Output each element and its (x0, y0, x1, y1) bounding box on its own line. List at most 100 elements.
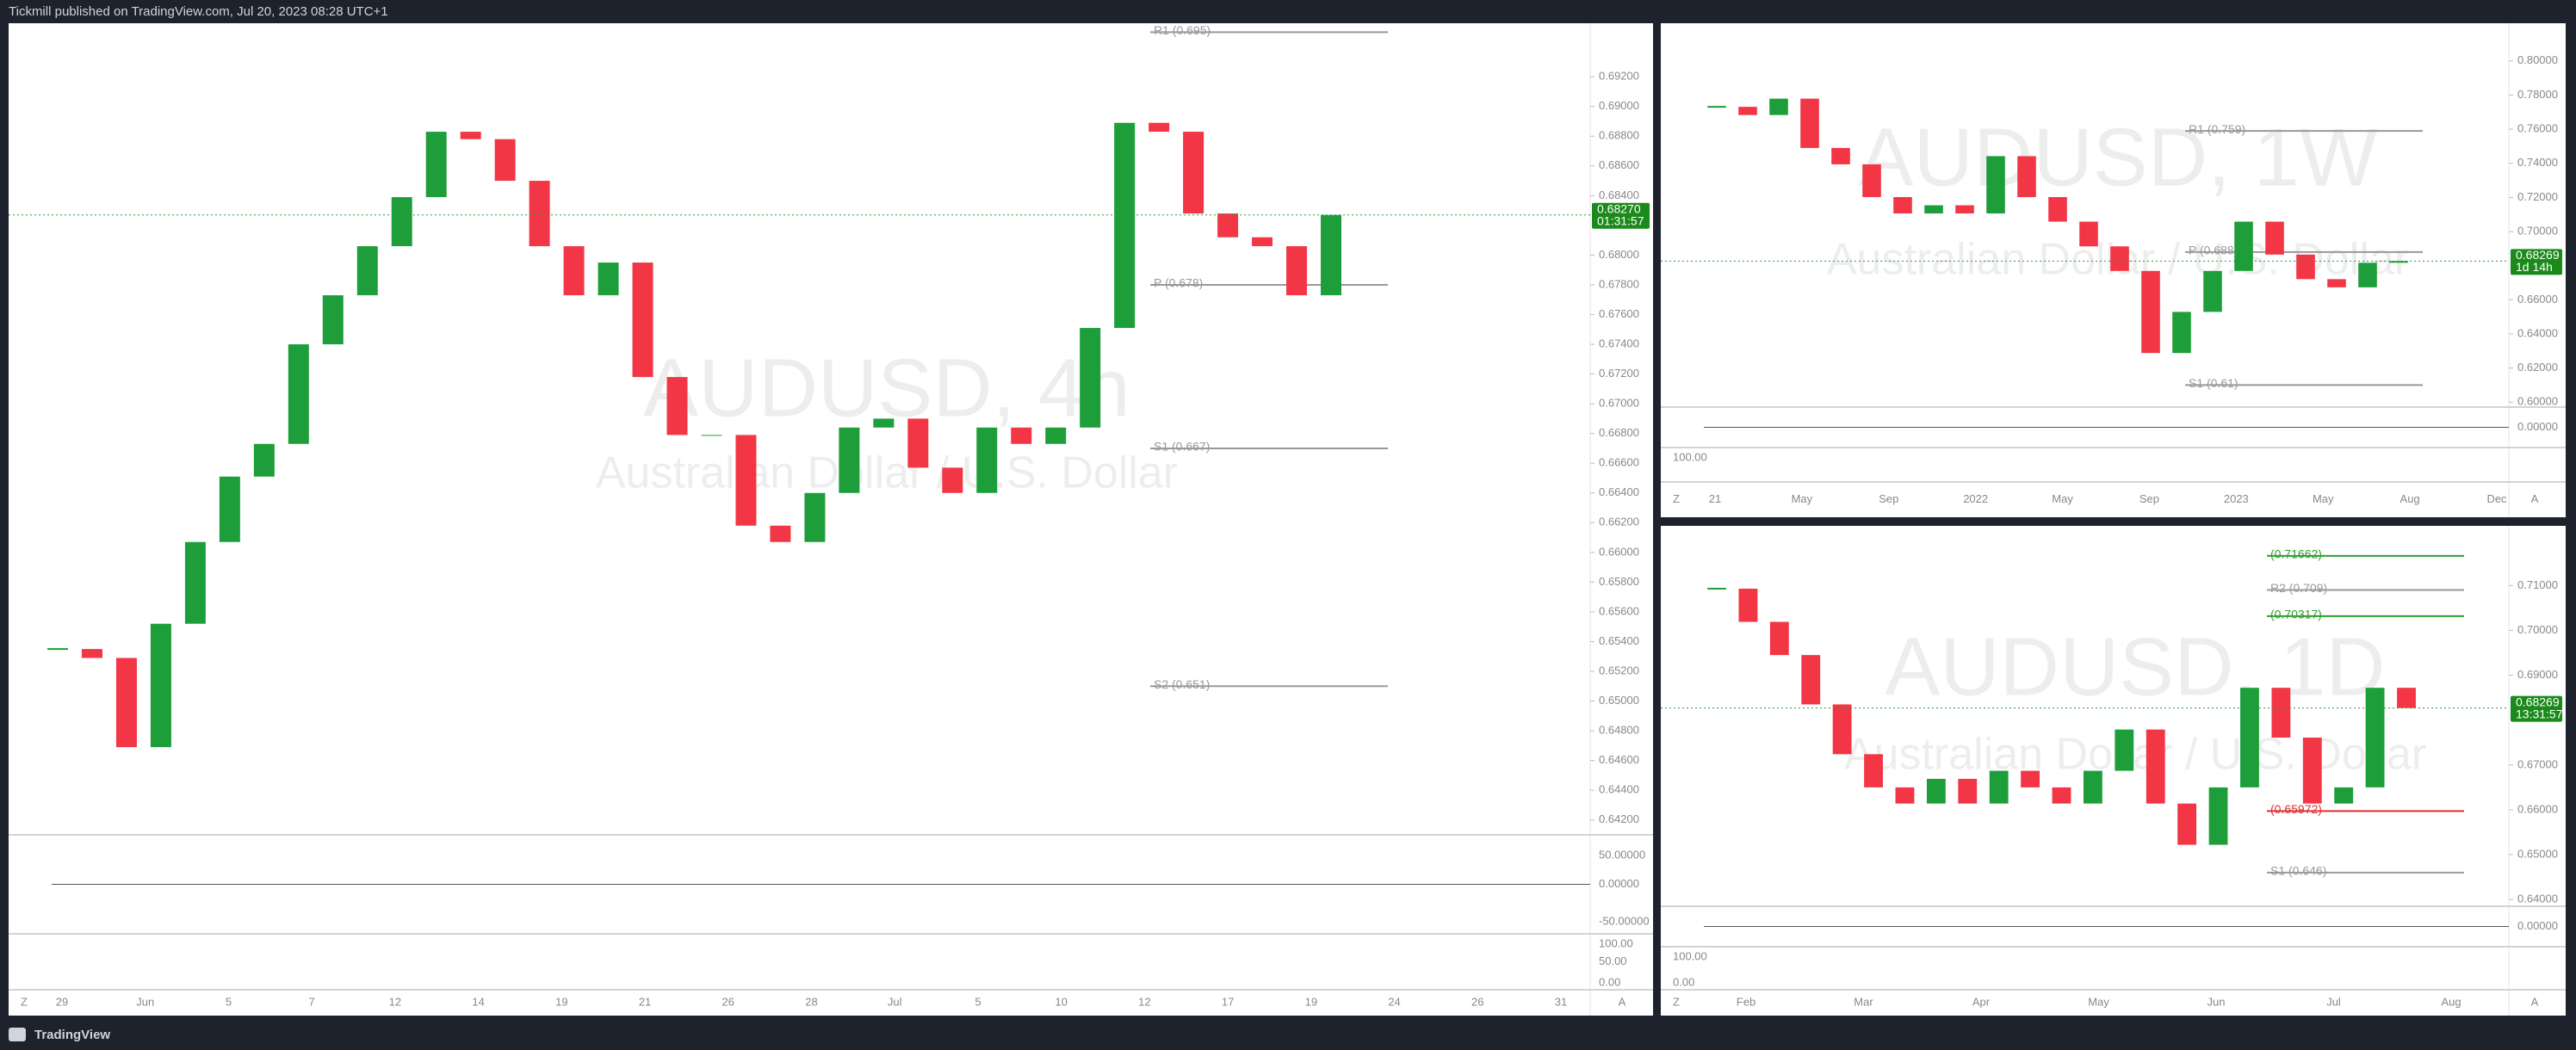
x-tick-label: Jul (2326, 995, 2341, 1008)
candle (942, 467, 963, 493)
candle (804, 492, 826, 542)
candle (356, 246, 378, 296)
candle (460, 132, 481, 139)
y-tick-label: 0.69200 (1599, 70, 1639, 83)
candle (735, 435, 757, 526)
z-button[interactable]: Z (1673, 492, 1680, 505)
candle (1707, 106, 1726, 108)
candle (115, 658, 137, 748)
candle (1114, 122, 1136, 329)
x-tick-label: Sep (2139, 492, 2159, 505)
candle (632, 262, 653, 378)
candle (839, 427, 860, 493)
candle (2208, 787, 2228, 845)
candle (1217, 213, 1239, 238)
candle (1955, 205, 1974, 214)
x-tick-label: 19 (555, 995, 567, 1008)
y-tick-label: 0.65600 (1599, 604, 1639, 617)
y-tick-label: 0.64000 (2517, 892, 2558, 905)
pivot-label: (0.70317) (2270, 608, 2322, 621)
indicator-label: 0.00000 (2517, 420, 2558, 433)
candle (529, 181, 550, 247)
y-tick-label: 0.64800 (1599, 724, 1639, 737)
a-button[interactable]: A (2531, 995, 2539, 1008)
candle (2021, 770, 2040, 788)
candle (2334, 787, 2354, 804)
candle (2017, 156, 2036, 197)
indicator-label: 0.00000 (1599, 877, 1639, 890)
indicator-label: 0.00 (1673, 975, 1694, 988)
y-tick-label: 0.74000 (2517, 156, 2558, 169)
x-tick-label: Feb (1737, 995, 1756, 1008)
y-tick-label: 0.80000 (2517, 53, 2558, 66)
chart-panel (1661, 526, 2566, 1016)
y-tick-label: 0.68000 (1599, 248, 1639, 261)
y-tick-label: 0.68600 (1599, 158, 1639, 171)
candle (184, 541, 206, 624)
pivot-label: (0.65972) (2270, 802, 2322, 816)
candle (1801, 655, 1821, 705)
candle (1831, 147, 1850, 164)
x-tick-label: 19 (1305, 995, 1317, 1008)
x-tick-label: 2023 (2224, 492, 2249, 505)
candle (425, 132, 447, 198)
y-tick-label: 0.65200 (1599, 664, 1639, 676)
x-tick-label: Jun (136, 995, 154, 1008)
footer-brand[interactable]: TradingView (34, 1028, 110, 1042)
candle (2296, 254, 2315, 280)
price-label-box (2511, 249, 2562, 275)
x-tick-label: Apr (1972, 995, 1991, 1008)
pivot-label: R1 (0.759) (2189, 122, 2245, 136)
x-tick-label: 28 (805, 995, 817, 1008)
y-tick-label: 0.66600 (1599, 456, 1639, 469)
candle (2172, 312, 2191, 354)
x-tick-label: 7 (309, 995, 315, 1008)
candle (1926, 778, 1946, 804)
countdown: 13:31:57 (2516, 707, 2563, 720)
x-tick-label: Dec (2486, 492, 2507, 505)
y-tick-label: 0.70000 (2517, 623, 2558, 636)
indicator-label: 0.00 (1599, 975, 1620, 988)
x-tick-label: 29 (56, 995, 68, 1008)
a-button[interactable]: A (2531, 492, 2539, 505)
y-tick-label: 0.66800 (1599, 426, 1639, 439)
pivot-label: R2 (0.709) (2270, 581, 2327, 595)
indicator-label: 50.00 (1599, 954, 1627, 967)
a-button[interactable]: A (1619, 995, 1626, 1008)
candle (2397, 688, 2416, 708)
candle (81, 649, 102, 658)
candle (288, 344, 309, 444)
price-label: 0.68269 (2516, 248, 2560, 262)
x-tick-label: 26 (722, 995, 734, 1008)
x-tick-label: Sep (1879, 492, 1898, 505)
x-tick-label: 31 (1555, 995, 1567, 1008)
candle (1286, 246, 1308, 296)
y-tick-label: 0.67400 (1599, 337, 1639, 349)
candle (2177, 803, 2197, 845)
y-tick-label: 0.78000 (2517, 88, 2558, 101)
y-tick-label: 0.67000 (2517, 757, 2558, 770)
indicator-label: 100.00 (1599, 936, 1633, 949)
candle (1924, 205, 1943, 214)
candle (1864, 754, 1883, 788)
candle (2365, 688, 2385, 788)
y-tick-label: 0.67000 (1599, 397, 1639, 410)
y-tick-label: 0.65800 (1599, 575, 1639, 588)
price-label-box (1592, 202, 1650, 229)
candle (1252, 237, 1273, 247)
candle (1045, 427, 1067, 444)
candle (1183, 132, 1204, 214)
x-tick-label: 2022 (1963, 492, 1988, 505)
x-tick-label: 21 (1709, 492, 1721, 505)
candle (873, 418, 895, 428)
z-button[interactable]: Z (1673, 995, 1680, 1008)
candle (2271, 688, 2291, 738)
candle (2048, 196, 2067, 222)
y-tick-label: 0.64600 (1599, 753, 1639, 766)
y-tick-label: 0.66000 (2517, 802, 2558, 815)
price-label: 0.68270 (1597, 201, 1641, 215)
candle (598, 262, 619, 296)
z-button[interactable]: Z (21, 995, 28, 1008)
y-tick-label: 0.69000 (1599, 99, 1639, 112)
